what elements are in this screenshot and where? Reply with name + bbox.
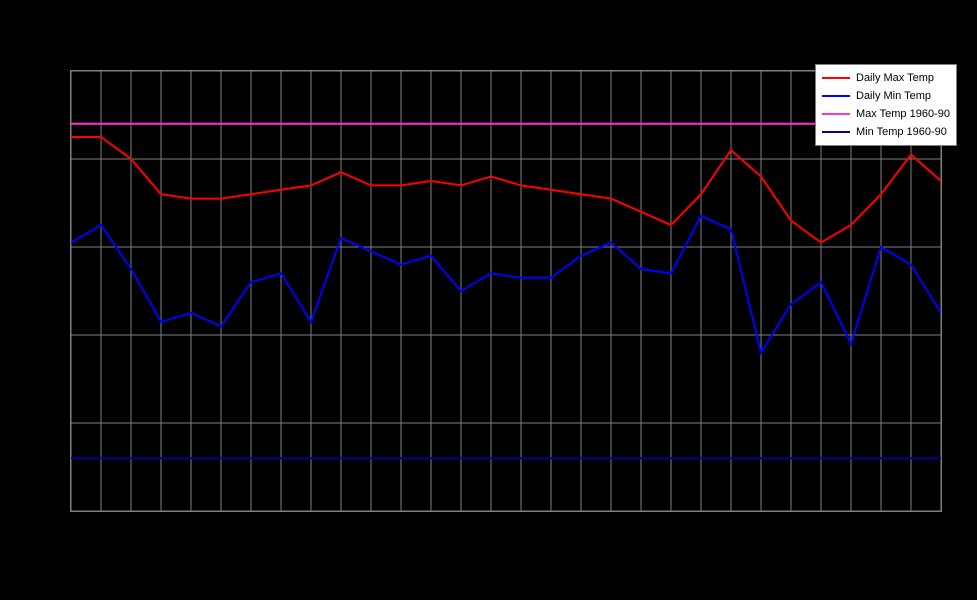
- x-tick-label: 9: [300, 514, 320, 526]
- x-tick-label: 15: [480, 514, 500, 526]
- x-tick-label: 4: [150, 514, 170, 526]
- x-tick-label: 29: [900, 514, 920, 526]
- x-tick-label: 14: [450, 514, 470, 526]
- legend-item: Daily Max Temp: [822, 69, 950, 87]
- x-axis-label: Date in November: [0, 534, 977, 549]
- x-tick-label: 5: [180, 514, 200, 526]
- legend-label: Max Temp 1960-90: [856, 108, 950, 120]
- x-tick-label: 27: [840, 514, 860, 526]
- x-tick-label: 26: [810, 514, 830, 526]
- chart-title-line2: November 2014: [0, 30, 977, 47]
- x-tick-label: 6: [210, 514, 230, 526]
- y-tick-label: 0: [34, 415, 64, 427]
- x-tick-label: 28: [870, 514, 890, 526]
- x-tick-label: 10: [330, 514, 350, 526]
- x-tick-label: 25: [780, 514, 800, 526]
- x-tick-label: 7: [240, 514, 260, 526]
- x-tick-label: 12: [390, 514, 410, 526]
- x-tick-label: 19: [600, 514, 620, 526]
- legend-swatch: [822, 131, 850, 133]
- legend-swatch: [822, 95, 850, 97]
- legend-label: Daily Min Temp: [856, 90, 931, 102]
- x-tick-label: 20: [630, 514, 650, 526]
- x-tick-label: 23: [720, 514, 740, 526]
- y-tick-label: 12: [34, 151, 64, 163]
- x-tick-label: 17: [540, 514, 560, 526]
- series-daily-max-temp: [71, 137, 941, 243]
- x-tick-label: 8: [270, 514, 290, 526]
- legend-item: Max Temp 1960-90: [822, 105, 950, 123]
- legend-item: Min Temp 1960-90: [822, 123, 950, 141]
- y-tick-label: 8: [34, 239, 64, 251]
- x-tick-label: 3: [120, 514, 140, 526]
- x-tick-label: 30: [930, 514, 950, 526]
- x-tick-label: 2: [90, 514, 110, 526]
- x-tick-label: 13: [420, 514, 440, 526]
- x-tick-label: 18: [570, 514, 590, 526]
- x-tick-label: 22: [690, 514, 710, 526]
- y-axis-label: Temp deg C: [25, 265, 39, 330]
- legend-label: Daily Max Temp: [856, 72, 934, 84]
- x-tick-label: 24: [750, 514, 770, 526]
- legend-label: Min Temp 1960-90: [856, 126, 947, 138]
- chart-title-line1: Rothesbay Temperatures: [0, 12, 977, 29]
- x-tick-label: 16: [510, 514, 530, 526]
- legend-swatch: [822, 113, 850, 115]
- x-tick-label: 11: [360, 514, 380, 526]
- legend-swatch: [822, 77, 850, 79]
- chart-container: Rothesbay Temperatures November 2014 -40…: [0, 0, 977, 600]
- x-tick-label: 21: [660, 514, 680, 526]
- series-daily-min-temp: [71, 216, 941, 352]
- x-tick-label: 1: [60, 514, 80, 526]
- legend: Daily Max Temp Daily Min Temp Max Temp 196…: [815, 64, 957, 146]
- legend-item: Daily Min Temp: [822, 87, 950, 105]
- plot-svg: [71, 71, 941, 511]
- plot-area: [70, 70, 942, 512]
- y-tick-label: 16: [34, 63, 64, 75]
